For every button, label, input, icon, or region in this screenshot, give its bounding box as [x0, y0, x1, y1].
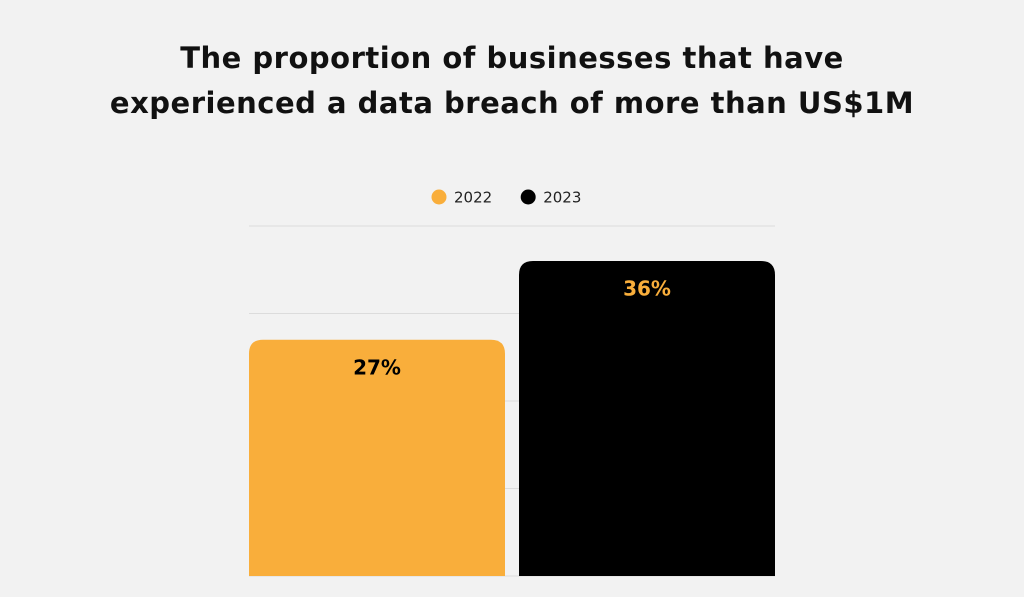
legend-swatch	[520, 189, 536, 205]
legend-label: 2022	[454, 189, 492, 207]
bar	[519, 261, 775, 576]
value-label: 27%	[353, 355, 401, 379]
bar	[249, 339, 505, 576]
chart-title: The proportion of businesses that have e…	[109, 41, 915, 120]
value-label: 36%	[623, 277, 671, 301]
legend-swatch	[431, 189, 447, 205]
legend-label: 2023	[543, 189, 581, 207]
